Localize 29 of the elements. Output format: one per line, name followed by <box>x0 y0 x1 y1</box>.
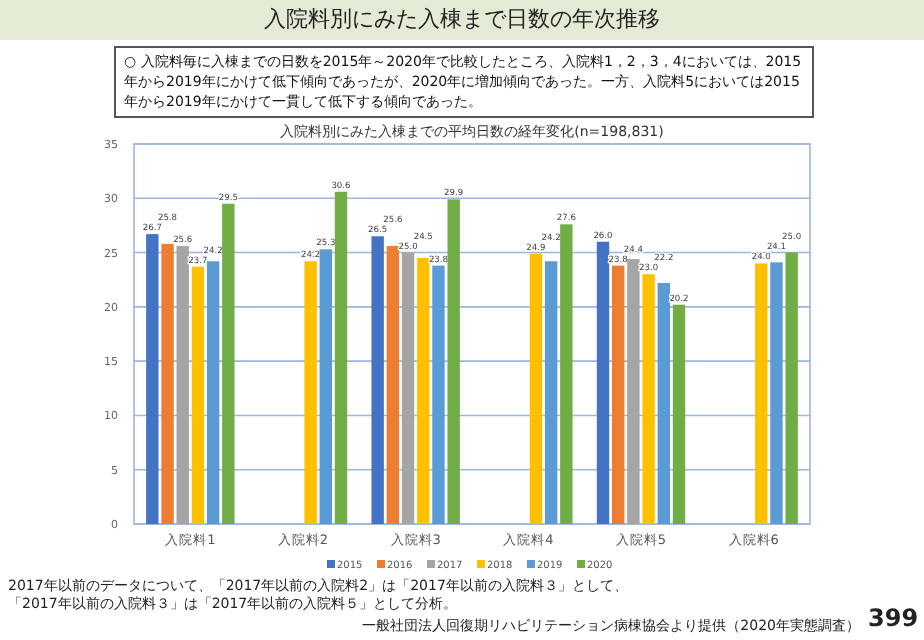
bar <box>206 261 220 524</box>
bar <box>642 274 655 524</box>
bar <box>161 243 174 524</box>
bar <box>627 259 640 524</box>
bar <box>770 262 783 524</box>
bar <box>176 246 189 524</box>
bar <box>319 249 332 524</box>
bar <box>755 263 768 524</box>
bar <box>657 282 670 524</box>
bar <box>596 241 610 524</box>
bar <box>560 224 573 524</box>
bar <box>672 304 686 524</box>
bar <box>222 203 235 524</box>
bar <box>304 261 317 524</box>
chart-title: 入院料別にみた入棟まで日数の年次推移 <box>0 0 924 40</box>
bar <box>612 265 625 524</box>
bar <box>334 191 348 524</box>
bar <box>447 199 460 524</box>
bar <box>785 252 798 524</box>
bar <box>371 236 384 524</box>
bar <box>191 266 205 524</box>
bar <box>529 253 543 524</box>
bar <box>544 261 558 524</box>
bar <box>401 252 415 524</box>
text: 399 <box>868 604 919 632</box>
bar <box>386 246 400 524</box>
bar <box>417 258 430 524</box>
bar <box>432 265 445 524</box>
bar <box>146 234 159 524</box>
